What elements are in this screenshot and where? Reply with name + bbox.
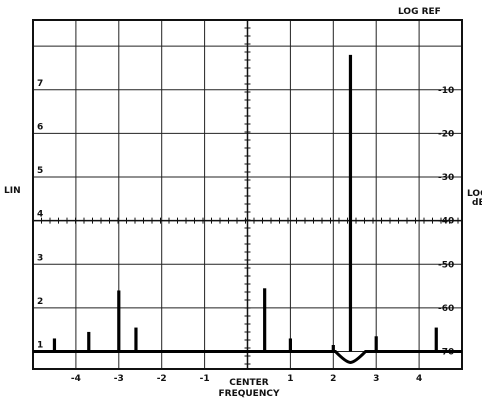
lin-label: LIN <box>4 186 21 196</box>
y-tick-label: 5 <box>37 166 43 176</box>
log-db-label-line2: dB <box>472 198 482 208</box>
x-tick-label: -3 <box>114 374 124 384</box>
frequency-label: FREQUENCY <box>219 389 280 399</box>
x-tick-label: -1 <box>200 374 210 384</box>
y-tick-label: 6 <box>37 122 43 132</box>
y-tick-label: 7 <box>37 79 43 89</box>
x-tick-label: 3 <box>373 374 379 384</box>
y-tick-label: 1 <box>37 341 43 351</box>
x-tick-label: 2 <box>330 374 336 384</box>
y-tick-label-right: -50 <box>438 260 454 270</box>
y-tick-label-right: -10 <box>438 86 454 96</box>
spectrum-spurs <box>52 54 438 352</box>
x-tick-label: 1 <box>287 374 293 384</box>
center-label: CENTER <box>229 378 269 388</box>
x-tick-label: 4 <box>416 374 422 384</box>
x-tick-label: -2 <box>157 374 167 384</box>
y-tick-label: 4 <box>37 210 43 220</box>
y-tick-label-right: -60 <box>438 304 454 314</box>
log-db-label-line1: LOG <box>467 189 482 199</box>
spectrum-trace <box>33 350 462 364</box>
log-ref-label: LOG REF <box>398 7 441 17</box>
x-tick-labels: -4 -3 -2 -1 1 2 3 4 <box>71 374 422 384</box>
y-tick-label-right: -40 <box>438 217 454 227</box>
center-axis-ticks <box>32 19 462 369</box>
y-tick-label: 2 <box>37 297 43 307</box>
y-tick-label-right: -30 <box>438 173 454 183</box>
y-tick-label: 3 <box>37 253 43 263</box>
y-tick-labels-right: -10-20-30-40-50-60-70 <box>438 86 454 358</box>
x-tick-label: -4 <box>71 374 81 384</box>
y-tick-labels-left: 1 2 3 4 5 6 7 <box>37 79 43 351</box>
y-tick-label-right: -20 <box>438 129 454 139</box>
baseline-trace <box>33 350 462 364</box>
